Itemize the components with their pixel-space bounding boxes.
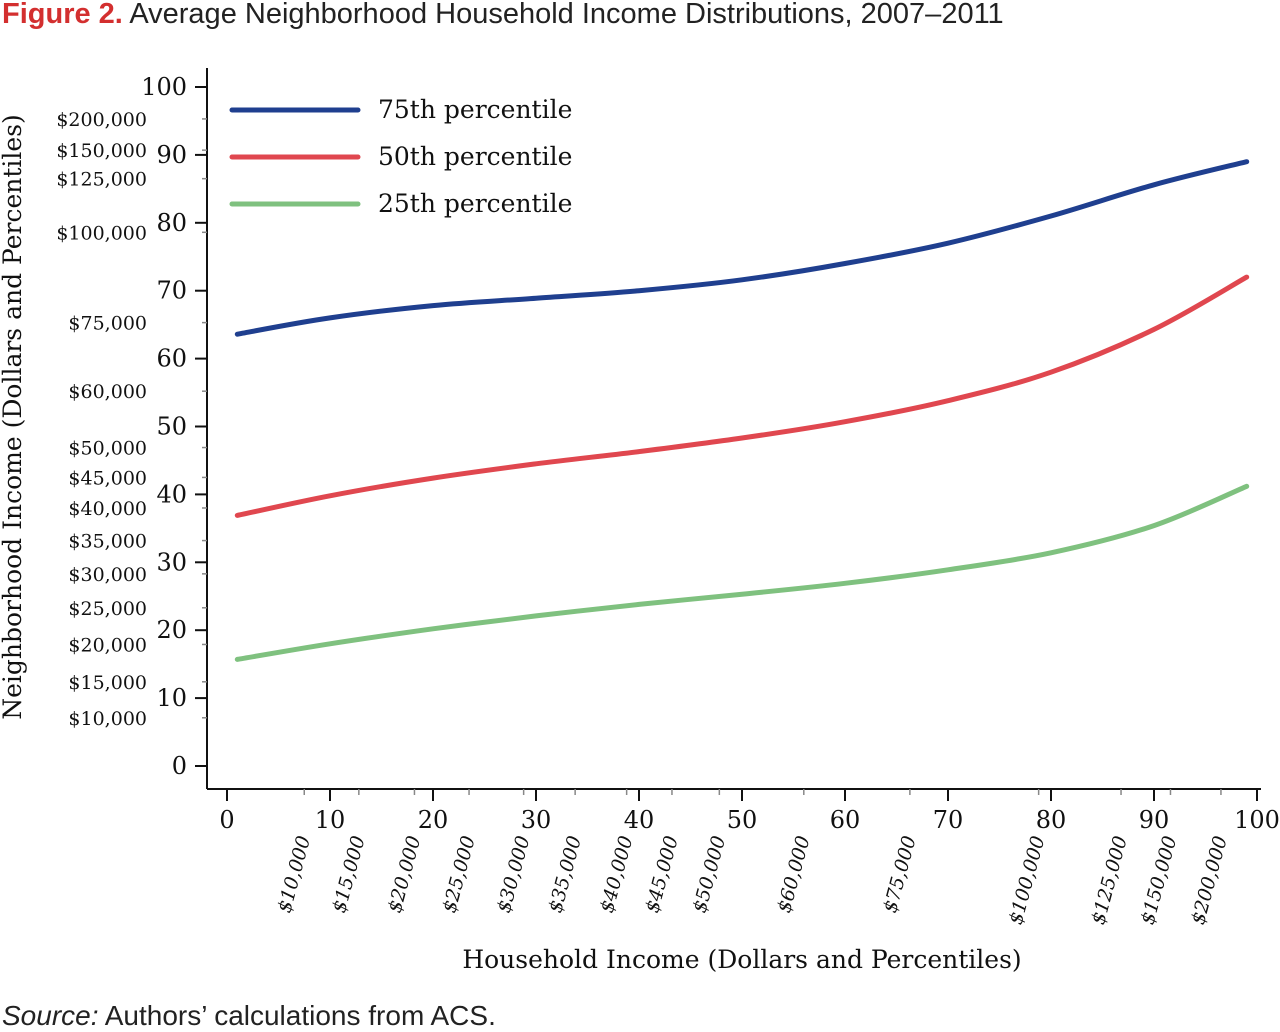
y-dollar-label: $75,000 <box>68 313 147 335</box>
y-dollar-label: $10,000 <box>68 708 147 730</box>
x-tick-label: 10 <box>315 806 346 834</box>
x-dollar-label: $35,000 <box>544 834 586 916</box>
x-tick-label: 40 <box>624 806 655 834</box>
legend-label-75th-percentile: 75th percentile <box>378 95 572 124</box>
legend-label-50th-percentile: 50th percentile <box>378 142 572 171</box>
y-dollar-label: $35,000 <box>68 531 147 553</box>
x-dollar-label: $60,000 <box>773 834 815 916</box>
y-dollar-label: $25,000 <box>68 598 147 620</box>
x-tick-label: 0 <box>219 806 234 834</box>
y-dollar-label: $40,000 <box>68 498 147 520</box>
x-dollar-label: $40,000 <box>596 834 638 916</box>
x-dollar-label: $30,000 <box>493 834 535 916</box>
legend-label-25th-percentile: 25th percentile <box>378 189 572 218</box>
x-tick-label: 90 <box>1139 806 1170 834</box>
x-dollar-label: $75,000 <box>879 834 921 916</box>
x-dollar-label: $20,000 <box>384 834 426 916</box>
y-tick-label: 70 <box>156 277 187 305</box>
y-tick-label: 10 <box>156 684 187 712</box>
y-dollar-label: $20,000 <box>68 634 147 656</box>
y-dollar-label: $60,000 <box>68 381 147 403</box>
series-line-50th-percentile <box>234 274 1250 518</box>
y-tick-label: 60 <box>156 345 187 373</box>
y-dollar-label: $45,000 <box>68 467 147 489</box>
x-tick-label: 100 <box>1234 806 1280 834</box>
legend: 75th percentile 50th percentile 25th perce… <box>229 95 572 218</box>
x-dollar-label: $50,000 <box>689 834 731 916</box>
x-dollar-label: $25,000 <box>438 834 480 916</box>
y-tick-label: 40 <box>156 480 187 508</box>
y-dollar-label: $200,000 <box>56 109 147 131</box>
y-tick-label: 90 <box>156 141 187 169</box>
figure-label: Figure 2. <box>2 0 123 30</box>
figure-title-text: Average Neighborhood Household Income Di… <box>129 0 1004 30</box>
series-line-75th-percentile <box>234 159 1250 337</box>
y-dollar-label: $150,000 <box>56 140 147 162</box>
y-dollar-label: $15,000 <box>68 672 147 694</box>
x-dollar-label: $125,000 <box>1087 834 1132 927</box>
series-line-25th-percentile <box>234 483 1250 662</box>
x-dollar-label: $200,000 <box>1187 834 1232 927</box>
x-axis-title: Household Income (Dollars and Percentile… <box>462 945 1021 974</box>
x-dollar-label: $150,000 <box>1137 834 1182 927</box>
x-dollar-label: $100,000 <box>1005 834 1050 927</box>
x-dollar-label: $10,000 <box>273 834 315 916</box>
y-axis-title: Neighborhood Income (Dollars and Percent… <box>0 114 27 720</box>
x-tick-label: 80 <box>1036 806 1067 834</box>
y-dollar-label: $30,000 <box>68 564 147 586</box>
figure-title: Figure 2. Average Neighborhood Household… <box>2 0 1004 31</box>
y-tick-label: 80 <box>156 209 187 237</box>
x-tick-label: 70 <box>933 806 964 834</box>
axes: 0 10 20 30 40 50 60 70 80 90 100 0 10 20 30 40 50 60 70 80 9… <box>56 68 1280 927</box>
y-tick-label: 100 <box>141 73 187 101</box>
x-tick-label: 60 <box>830 806 861 834</box>
y-tick-label: 50 <box>156 413 187 441</box>
series-layer <box>234 159 1250 662</box>
y-dollar-label: $100,000 <box>56 222 147 244</box>
source-label: Source: <box>2 1000 99 1031</box>
y-tick-label: 30 <box>156 548 187 576</box>
source-text: Authors’ calculations from ACS. <box>104 1000 496 1031</box>
source-note: Source: Authors’ calculations from ACS. <box>2 1000 496 1032</box>
x-tick-label: 20 <box>418 806 449 834</box>
y-tick-label: 0 <box>172 752 187 780</box>
y-dollar-label: $125,000 <box>56 169 147 191</box>
x-dollar-label: $15,000 <box>328 834 370 916</box>
x-tick-label: 30 <box>521 806 552 834</box>
x-tick-label: 50 <box>727 806 758 834</box>
y-tick-label: 20 <box>156 616 187 644</box>
y-dollar-label: $50,000 <box>68 438 147 460</box>
line-chart: 0 10 20 30 40 50 60 70 80 90 100 0 10 20 30 40 50 60 70 80 9… <box>0 68 1280 974</box>
x-dollar-label: $45,000 <box>641 834 683 916</box>
